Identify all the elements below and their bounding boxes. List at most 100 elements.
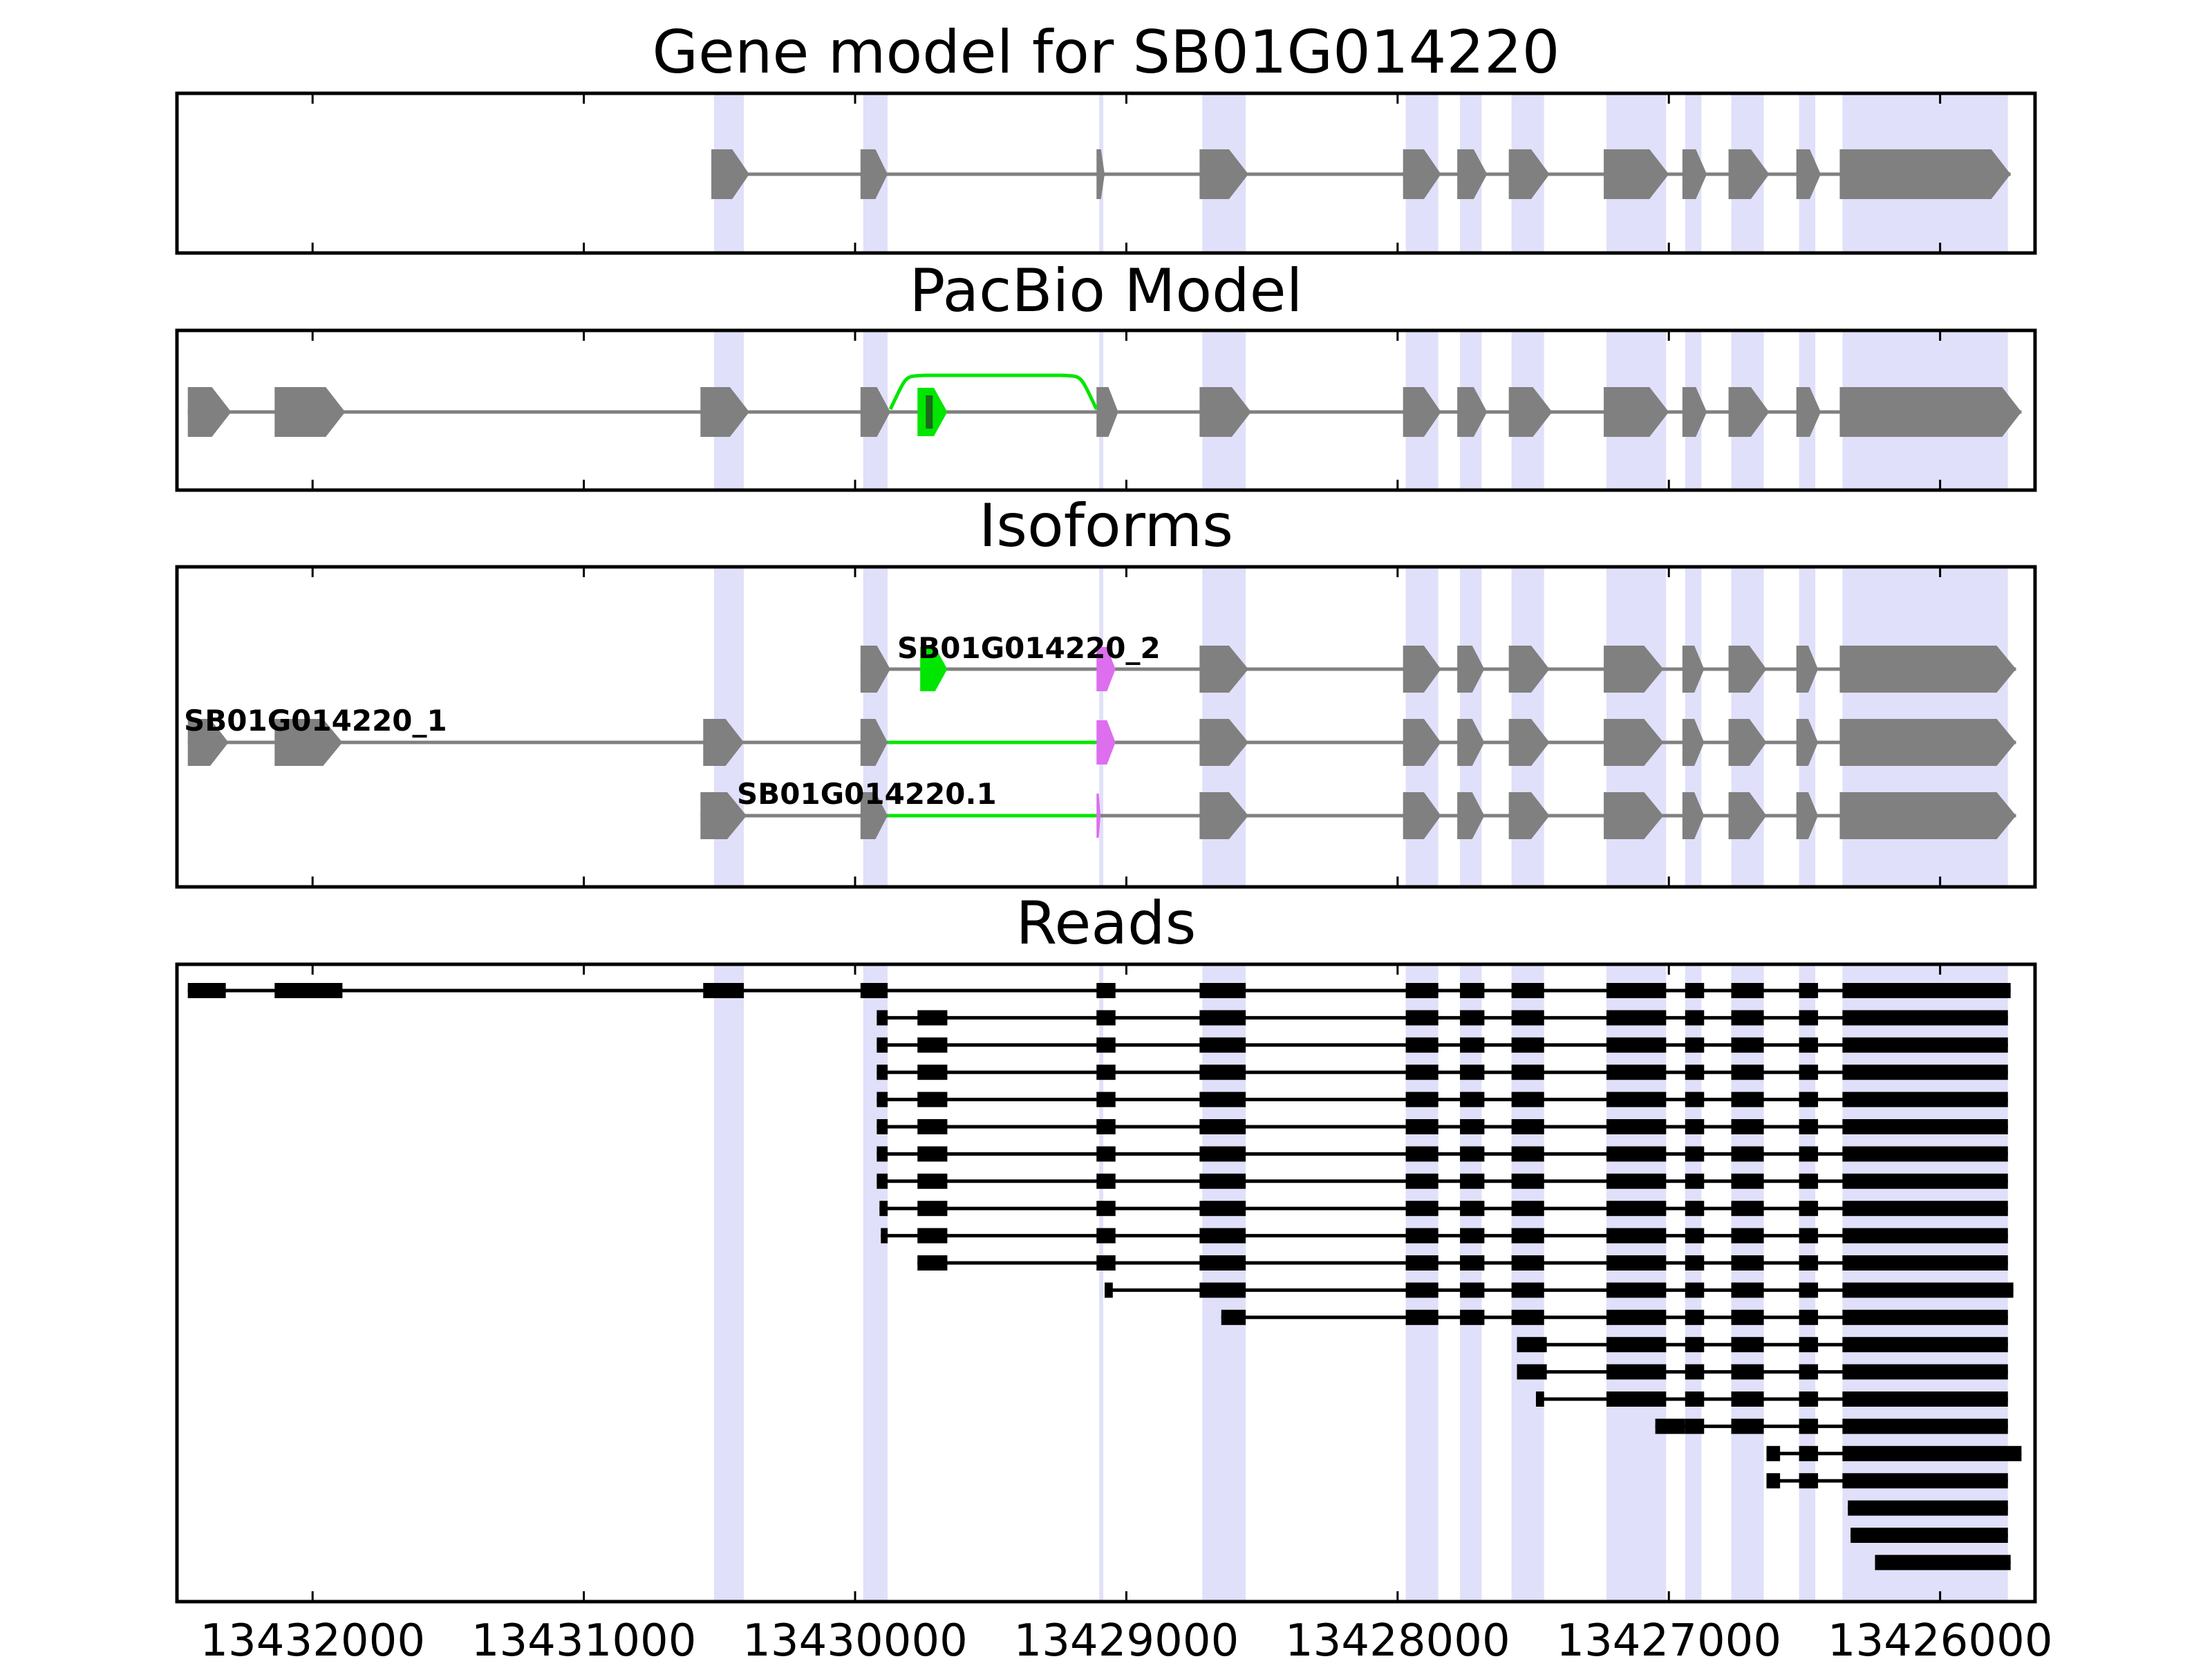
read-13-exon [1842,1309,2008,1325]
read-1-exon [1096,983,1116,998]
isoform-alt-exon [1096,720,1116,765]
read-8-exon [1799,1173,1819,1189]
read-11-exon [1511,1255,1544,1271]
isoform-2-exon [1796,719,1819,766]
read-17-exon [1842,1418,2008,1434]
read-22-exon [1875,1555,2011,1571]
x-axis: 13432000 13431000 13430000 13429000 13428000… [200,1615,2052,1659]
x-tick-label: 13432000 [200,1615,425,1659]
read-6-exon [877,1119,888,1134]
isoform-3-exon [1403,792,1441,839]
pacbio-exon [1403,387,1441,437]
isoform-2-exon [1508,719,1550,766]
read-3-exon [1460,1037,1485,1053]
read-14-exon [1517,1337,1547,1353]
read-7-exon [1405,1146,1438,1162]
read-12-exon [1799,1282,1819,1298]
isoform-1-exon [1728,646,1767,693]
read-17-exon [1655,1418,1685,1434]
read-12-exon [1460,1282,1485,1298]
read-7-exon [1731,1146,1764,1162]
read-3-exon [1096,1037,1116,1053]
read-10-exon [1460,1228,1485,1244]
read-13-exon [1511,1309,1544,1325]
read-3-exon [917,1037,948,1053]
read-14-exon [1685,1337,1705,1353]
read-5-exon [1199,1091,1246,1107]
read-5-exon [877,1091,888,1107]
pacbio-exon [860,387,891,437]
pacbio-exon [700,387,749,437]
read-15-exon [1731,1364,1764,1380]
read-21-exon [1850,1528,2008,1543]
read-8-exon [1199,1173,1246,1189]
read-1-exon [1731,983,1764,998]
read-1-exon [1606,983,1667,998]
read-5-exon [1685,1091,1705,1107]
read-4-exon [1606,1065,1667,1080]
read-3-exon [1199,1037,1246,1053]
read-4-exon [1685,1065,1705,1080]
isoform-2-exon [1403,719,1441,766]
read-12-exon [1685,1282,1705,1298]
read-8-exon [1606,1173,1667,1189]
read-1-exon [1460,983,1485,998]
read-5-exon [1511,1091,1544,1107]
read-6-exon [1799,1119,1819,1134]
isoform-3-exon [1199,792,1249,839]
read-8-exon [1405,1173,1438,1189]
read-10-exon [1842,1228,2008,1244]
read-7-exon [1460,1146,1485,1162]
read-16-exon [1799,1391,1819,1407]
read-17-exon [1799,1418,1819,1434]
read-1-exon [1799,983,1819,998]
read-11-exon [1685,1255,1705,1271]
read-10-exon [1199,1228,1246,1244]
isoform-3-exon [700,792,747,839]
read-9-exon [1606,1201,1667,1217]
isoform-label: SB01G014220_1 [184,704,447,738]
read-16-exon [1731,1391,1764,1407]
read-2-exon [1842,1010,2008,1026]
read-9-exon [1685,1201,1705,1217]
read-18-exon [1799,1445,1819,1461]
read-4-exon [1731,1065,1764,1080]
read-10-exon [1405,1228,1438,1244]
read-10-exon [881,1228,888,1244]
isoform-2-exon [1457,719,1485,766]
read-3-exon [1405,1037,1438,1053]
pacbio-model-panel [175,328,2037,492]
gene-model-exon [1796,149,1821,199]
read-11-exon [1842,1255,2008,1271]
read-5-exon [1842,1091,2008,1107]
gene-model-exon [1199,149,1249,199]
read-5-exon [1799,1091,1819,1107]
isoform-novel-exon [920,647,948,691]
isoform-1-exon [1682,646,1705,693]
read-9-exon [1199,1201,1246,1217]
isoform-2-exon [1728,719,1767,766]
read-9-exon [1405,1201,1438,1217]
read-12-exon [1842,1282,2014,1298]
read-10-exon [1096,1228,1116,1244]
axes-frame [175,962,2037,1604]
read-6-exon [917,1119,948,1134]
read-12-exon [1405,1282,1438,1298]
gene-model-exon [1403,149,1441,199]
read-8-exon [1685,1173,1705,1189]
isoform-2-exon [187,719,229,766]
isoform-1-exon [1403,646,1441,693]
read-5-exon [917,1091,948,1107]
read-11-exon [1199,1255,1246,1271]
read-10-exon [1685,1228,1705,1244]
axes-frame [175,91,2037,255]
read-6-exon [1842,1119,2008,1134]
read-10-exon [1606,1228,1667,1244]
read-6-exon [1731,1119,1764,1134]
isoform-3-exon [1457,792,1485,839]
read-6-exon [1606,1119,1667,1134]
read-11-exon [1460,1255,1485,1271]
read-10-exon [1799,1228,1819,1244]
read-3-exon [1731,1037,1764,1053]
read-2-exon [1685,1010,1705,1026]
